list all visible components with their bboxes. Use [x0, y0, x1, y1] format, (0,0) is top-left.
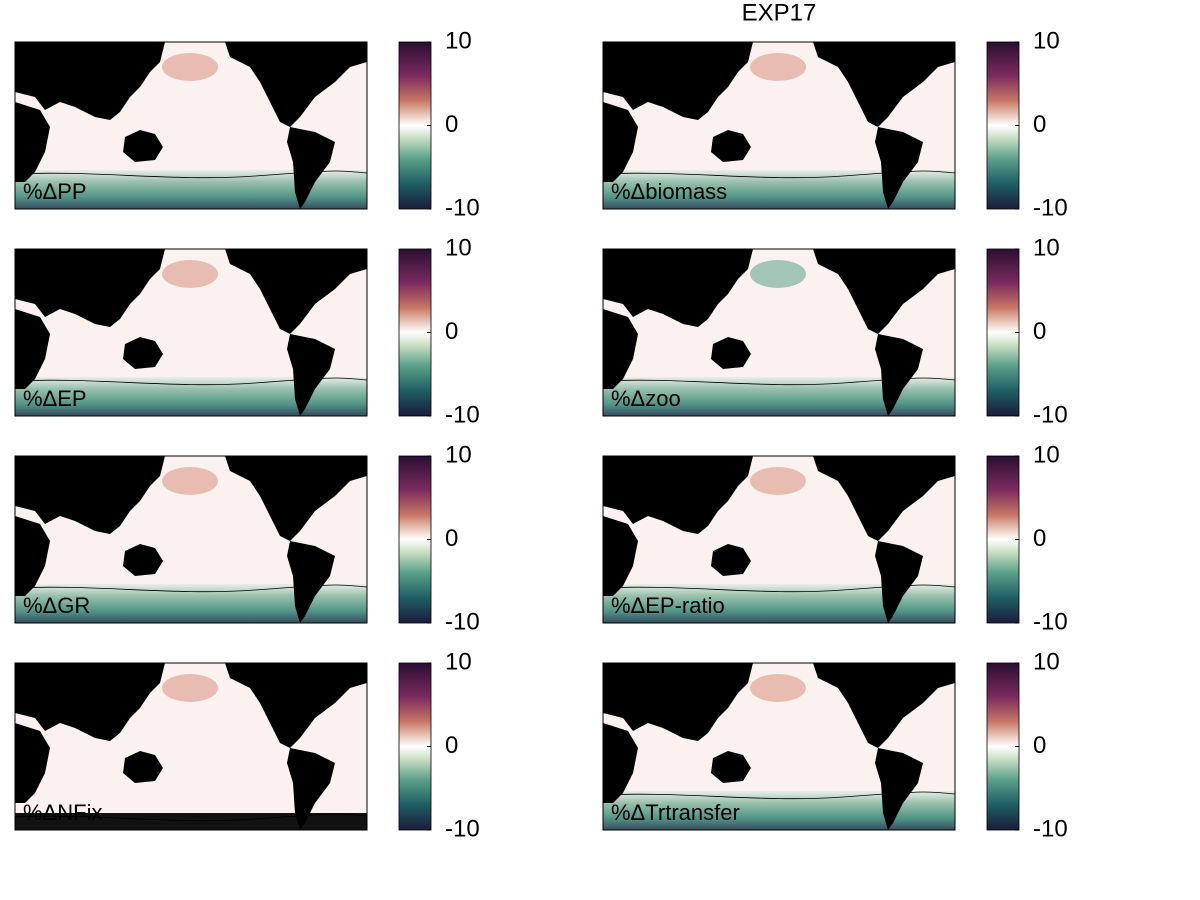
front-contour [14, 170, 368, 179]
colorbar-tick-label: 0 [445, 525, 458, 552]
colorbar [986, 662, 1020, 831]
map-frame [14, 455, 368, 624]
north-pacific-change [750, 260, 806, 288]
colorbar-tick-label: 0 [1033, 111, 1046, 138]
colorbar-tick-label: 10 [445, 27, 472, 54]
panel-label: %ΔGR [23, 593, 90, 618]
colorbar [398, 662, 432, 831]
colorbar-tick-label: -10 [1033, 194, 1068, 221]
front-contour [602, 791, 956, 800]
colorbar [986, 248, 1020, 417]
colorbar-tick-label: 0 [445, 732, 458, 759]
map-panel: %ΔNFix [14, 662, 368, 831]
map-panel: %ΔTrtransfer [602, 662, 956, 831]
colorbar-tick-label: 10 [1033, 27, 1060, 54]
panels: %ΔPP 10 0 -10 %Δbiomass 10 0 -10 %ΔEP 10 0 -10 %Δzoo… [14, 27, 1068, 842]
colorbar-tick-label: 0 [445, 318, 458, 345]
panel-label: %Δbiomass [611, 179, 727, 204]
colorbar [398, 248, 432, 417]
map-frame [14, 41, 368, 210]
colorbar-tick-label: 10 [445, 441, 472, 468]
north-pacific-change [162, 53, 218, 81]
panel-label: %ΔEP-ratio [611, 593, 725, 618]
north-pacific-change [750, 53, 806, 81]
front-contour [602, 377, 956, 386]
map-frame [602, 662, 956, 831]
north-pacific-change [750, 467, 806, 495]
map-frame [602, 41, 956, 210]
colorbar [986, 41, 1020, 210]
map-frame [14, 662, 368, 831]
map-panel: %ΔPP [14, 41, 368, 210]
colorbar [986, 455, 1020, 624]
colorbar-tick-label: 0 [1033, 318, 1046, 345]
map-panel: %Δbiomass [602, 41, 956, 210]
figure-title: EXP17 [742, 0, 817, 26]
front-contour [602, 584, 956, 593]
colorbar [398, 41, 432, 210]
front-contour [14, 377, 368, 386]
colorbar-tick-label: 10 [445, 648, 472, 675]
front-contour [602, 170, 956, 179]
colorbar-tick-label: -10 [445, 194, 480, 221]
panel-label: %ΔEP [23, 386, 87, 411]
north-pacific-change [162, 674, 218, 702]
panel-label: %ΔTrtransfer [611, 800, 740, 825]
map-panel: %Δzoo [602, 248, 956, 417]
panel-label: %ΔPP [23, 179, 87, 204]
map-frame [14, 248, 368, 417]
panel-label: %Δzoo [611, 386, 681, 411]
north-pacific-change [162, 260, 218, 288]
map-panel: %ΔGR [14, 455, 368, 624]
colorbar-tick-label: -10 [1033, 608, 1068, 635]
colorbar-tick-label: -10 [445, 401, 480, 428]
colorbar-tick-label: 0 [1033, 525, 1046, 552]
colorbar-tick-label: -10 [445, 815, 480, 842]
colorbar-tick-label: -10 [1033, 815, 1068, 842]
colorbar-tick-label: -10 [1033, 401, 1068, 428]
colorbar [398, 455, 432, 624]
map-frame [602, 248, 956, 417]
colorbar-tick-label: -10 [445, 608, 480, 635]
north-pacific-change [750, 674, 806, 702]
colorbar-tick-label: 10 [1033, 234, 1060, 261]
map-frame [602, 455, 956, 624]
colorbar-tick-label: 0 [1033, 732, 1046, 759]
panel-label: %ΔNFix [23, 800, 102, 825]
front-contour [14, 813, 368, 822]
colorbar-tick-label: 0 [445, 111, 458, 138]
map-panel: %ΔEP [14, 248, 368, 417]
colorbar-tick-label: 10 [1033, 648, 1060, 675]
map-panel: %ΔEP-ratio [602, 455, 956, 624]
front-contour [14, 584, 368, 593]
colorbar-tick-label: 10 [1033, 441, 1060, 468]
north-pacific-change [162, 467, 218, 495]
colorbar-tick-label: 10 [445, 234, 472, 261]
